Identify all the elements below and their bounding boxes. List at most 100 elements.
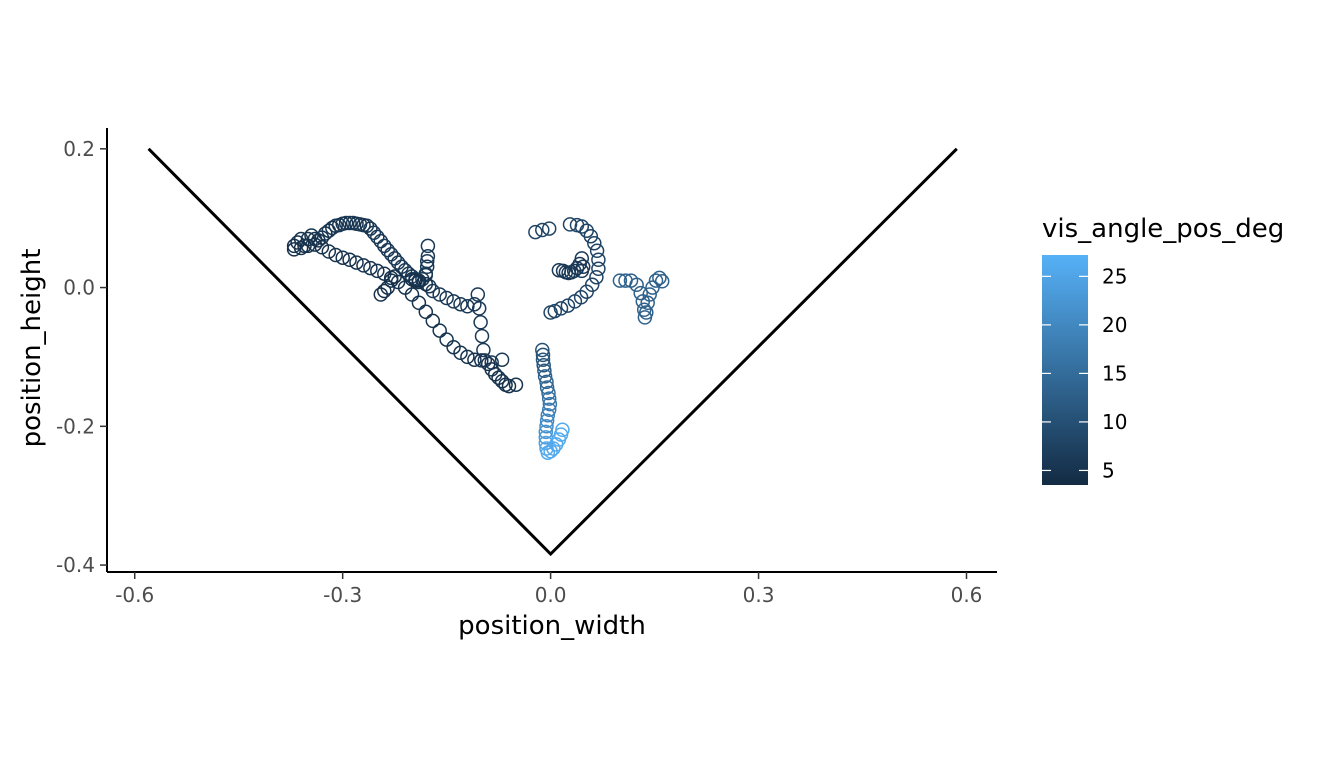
data-point (342, 252, 357, 268)
x-tick-label: 0.0 (535, 583, 567, 607)
data-point (467, 296, 482, 312)
data-point (652, 270, 667, 286)
data-point (383, 247, 399, 262)
data-point (453, 296, 468, 312)
data-point (535, 342, 550, 358)
data-points (286, 215, 670, 460)
data-point (539, 413, 555, 429)
data-point (574, 219, 590, 234)
data-point (286, 242, 302, 257)
data-point (591, 261, 606, 277)
data-point (539, 380, 555, 395)
data-point (383, 273, 399, 288)
data-point (349, 255, 364, 270)
data-point (432, 323, 447, 338)
data-point (535, 222, 550, 238)
data-point (300, 238, 316, 254)
data-point (538, 424, 554, 440)
data-point (543, 305, 558, 320)
x-tick-label: 0.6 (951, 583, 983, 607)
data-point (432, 287, 447, 302)
data-point (476, 342, 491, 358)
data-point (467, 352, 482, 367)
data-point (535, 352, 551, 367)
data-point (356, 258, 371, 273)
data-point (439, 332, 454, 347)
data-point (377, 283, 392, 299)
data-point (541, 385, 556, 401)
data-point (567, 294, 583, 309)
y-tick-label: 0.2 (63, 137, 95, 161)
data-point (411, 295, 427, 311)
data-point (589, 243, 605, 259)
data-point (539, 419, 554, 434)
data-point (494, 352, 510, 367)
x-tick-label: -0.6 (115, 583, 154, 607)
data-point (387, 269, 402, 284)
data-point (553, 301, 569, 316)
data-point (654, 274, 670, 289)
data-point (540, 407, 556, 423)
data-point (474, 328, 490, 344)
data-point (640, 295, 655, 311)
data-point (536, 358, 551, 373)
legend-label: 10 (1102, 410, 1127, 434)
data-point (542, 396, 558, 412)
x-tick-label: 0.3 (743, 583, 775, 607)
boundary-line (147, 147, 958, 557)
legend-label: 25 (1102, 264, 1127, 288)
data-point (297, 238, 312, 254)
data-point (425, 313, 441, 329)
data-point (648, 273, 664, 288)
data-point (538, 435, 554, 451)
y-tick-label: -0.4 (56, 553, 95, 577)
data-point (583, 228, 599, 244)
y-axis-ticks: -0.4 -0.2 0.0 0.2 (56, 137, 107, 577)
data-point (325, 220, 340, 236)
data-point (541, 221, 557, 236)
legend-label: 15 (1102, 361, 1127, 385)
data-point (439, 290, 454, 306)
data-point (574, 263, 590, 279)
data-point (380, 242, 395, 258)
data-point (321, 244, 337, 259)
x-axis-ticks: -0.6 -0.3 0.0 0.3 0.6 (115, 572, 982, 607)
data-point (363, 260, 378, 276)
data-point (473, 315, 488, 330)
data-point (528, 224, 543, 240)
data-point (460, 299, 475, 314)
data-point (639, 305, 654, 320)
boundary-line-layer (147, 147, 958, 557)
y-tick-label: 0.0 (63, 276, 95, 300)
data-point (373, 287, 389, 302)
data-point (307, 237, 323, 252)
data-point (591, 252, 606, 268)
data-point (508, 377, 524, 392)
data-point (373, 233, 389, 249)
data-point (579, 284, 594, 299)
data-point (342, 215, 357, 231)
data-point (636, 302, 652, 318)
data-point (420, 238, 436, 254)
x-axis-title: position_width (458, 611, 646, 641)
data-point (390, 255, 406, 270)
data-point (501, 378, 517, 394)
data-point (541, 391, 557, 406)
data-point (418, 276, 434, 292)
data-point (539, 374, 554, 390)
data-point (394, 259, 409, 275)
data-point (555, 422, 570, 438)
data-point (419, 259, 435, 275)
legend-label: 5 (1102, 458, 1115, 482)
data-point (535, 347, 551, 363)
data-point (380, 280, 395, 295)
data-point (366, 225, 382, 241)
data-point (460, 349, 475, 365)
data-point (537, 363, 552, 379)
data-point (470, 287, 486, 302)
data-point (420, 249, 436, 264)
data-point (387, 251, 402, 266)
data-point (537, 369, 553, 384)
legend: vis_angle_pos_deg 5 10 15 20 25 (1042, 214, 1284, 485)
